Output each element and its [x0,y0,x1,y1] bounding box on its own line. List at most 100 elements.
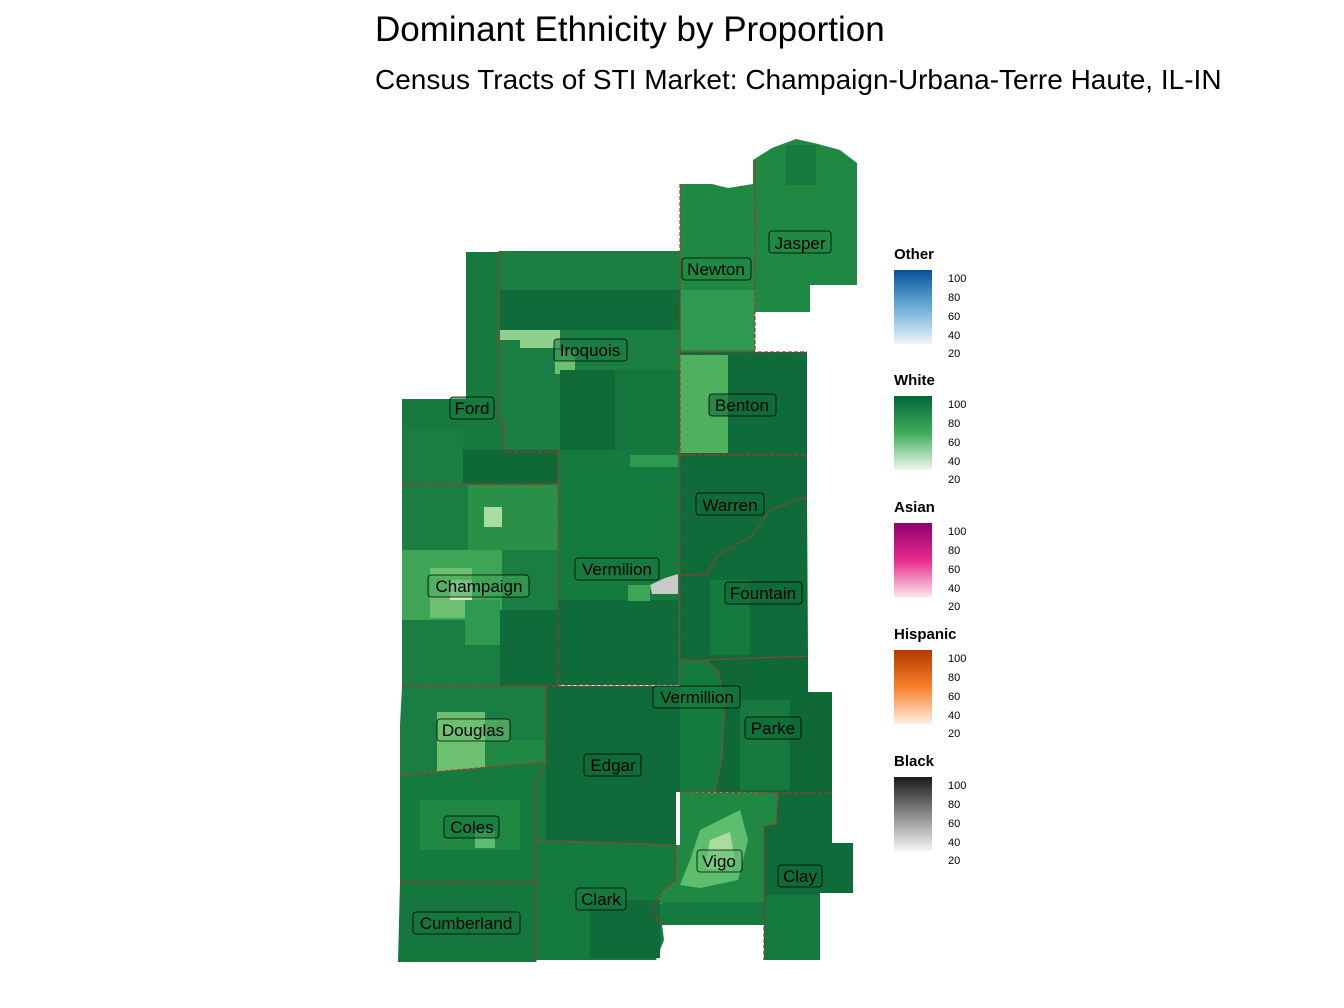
legend-title: Hispanic [894,626,957,643]
tract-black-dominant [650,574,678,594]
legend-colorbar [894,777,932,851]
tract-fills [398,139,857,962]
county-label-champaign: Champaign [427,574,530,598]
tract [765,895,820,960]
map-title: Dominant Ethnicity by Proportion [375,10,885,49]
legend-tick: 80 [948,292,961,304]
legend-tick: 40 [948,456,961,468]
county-name-douglas: Douglas [442,721,504,740]
legend-colorbar [894,270,932,344]
county-label-vigo: Vigo [696,849,743,873]
legend-asian: Asian 100 80 60 40 20 [894,499,984,613]
tract [681,290,755,350]
legend-colorbar [894,396,932,470]
county-label-parke: Parke [744,716,802,740]
legend-tick: 60 [948,311,961,323]
legend-tick: 100 [948,780,967,792]
county-label-ford: Ford [449,396,495,420]
tract [484,507,502,527]
county-name-jasper: Jasper [774,234,825,253]
tract [465,600,500,645]
legend-title: Other [894,246,935,263]
county-label-iroquois: Iroquois [553,338,628,362]
county-name-cumberland: Cumberland [420,914,513,933]
tract [786,145,816,185]
tract [630,455,678,467]
county-borders [399,160,833,962]
county-name-champaign: Champaign [436,577,523,596]
legend-tick: 60 [948,564,961,576]
legend-tick: 40 [948,330,961,342]
county-area-jasper [753,139,857,312]
legend-colorbar [894,650,932,724]
county-name-benton: Benton [715,396,769,415]
county-name-newton: Newton [687,260,745,279]
legend-tick: 100 [948,273,967,285]
county-label-vermillion: Vermillion [652,685,741,709]
legend-tick: 80 [948,672,961,684]
county-name-vermilion: Vermilion [582,560,652,579]
county-name-clark: Clark [581,890,621,909]
legend-tick: 100 [948,399,967,411]
county-name-clay: Clay [783,867,818,886]
tract [463,450,558,484]
county-label-edgar: Edgar [583,753,642,777]
tract [560,370,615,450]
legend-tick: 20 [948,601,961,613]
county-label-newton: Newton [681,257,752,281]
legend-tick: 20 [948,474,961,486]
legend-title: Black [894,753,935,770]
legend-tick: 20 [948,348,961,360]
county-name-vermillion: Vermillion [660,688,734,707]
county-name-parke: Parke [751,719,795,738]
county-name-vigo: Vigo [702,852,736,871]
county-name-coles: Coles [450,818,493,837]
tract [500,610,558,686]
county-label-benton: Benton [708,393,777,417]
county-area-ford [402,252,558,484]
legend-hispanic: Hispanic 100 80 60 40 20 [894,626,984,740]
tract [500,330,560,348]
legend-tick: 20 [948,855,961,867]
tract [558,600,678,685]
county-label-vermilion: Vermilion [574,557,660,581]
legend-tick: 20 [948,728,961,740]
county-label-clay: Clay [777,864,823,888]
legend-tick: 80 [948,418,961,430]
legend-title: White [894,372,935,389]
tract [615,370,680,450]
county-label-clark: Clark [575,887,627,911]
map-subtitle: Census Tracts of STI Market: Champaign-U… [375,64,1222,95]
county-area-vermillion [680,660,725,792]
legend-tick: 60 [948,691,961,703]
legend-other: Other 100 80 60 40 20 [894,246,984,360]
tract [628,585,650,601]
legend-colorbar [894,523,932,597]
county-name-warren: Warren [702,496,757,515]
legend-tick: 60 [948,437,961,449]
county-name-iroquois: Iroquois [560,341,620,360]
legend-black: Black 100 80 60 40 20 [894,753,984,867]
tract [652,902,764,925]
county-label-warren: Warren [695,492,765,516]
county-label-fountain: Fountain [724,581,803,605]
legend-tick: 40 [948,710,961,722]
county-name-edgar: Edgar [590,756,636,775]
legend-tick: 40 [948,583,961,595]
county-label-douglas: Douglas [436,718,511,742]
tract [500,290,680,330]
tract [403,430,463,484]
legend-tick: 60 [948,818,961,830]
county-label-jasper: Jasper [768,230,832,254]
legend-title: Asian [894,499,935,516]
county-label-coles: Coles [443,815,500,839]
county-name-ford: Ford [455,399,490,418]
legend-white: White 100 80 60 40 20 [894,372,984,486]
county-label-cumberland: Cumberland [412,911,521,935]
county-name-fountain: Fountain [730,584,796,603]
legend-tick: 80 [948,545,961,557]
legend-tick: 100 [948,653,967,665]
legend-tick: 80 [948,799,961,811]
county-labels: Jasper Newton Iroquois Ford Benton Warre… [412,230,832,935]
